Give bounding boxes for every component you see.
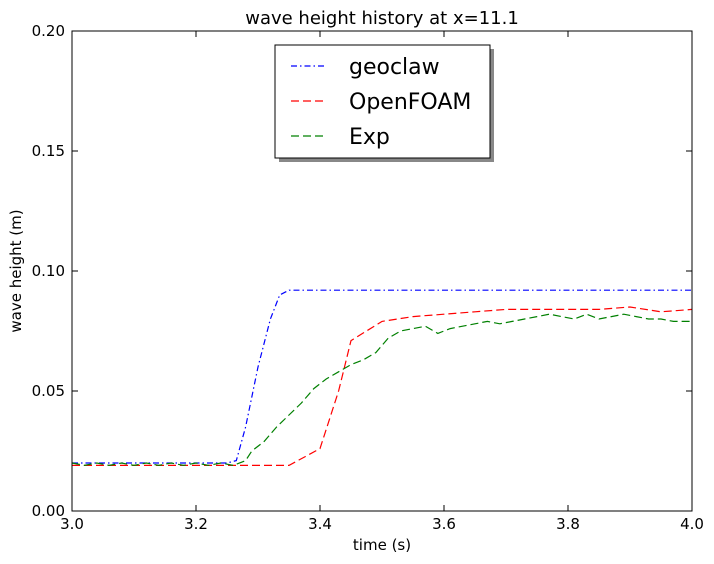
series-line-exp <box>72 313 692 467</box>
legend-label: Exp <box>349 125 390 150</box>
legend-label: geoclaw <box>349 55 440 80</box>
x-tick-label: 3.2 <box>184 515 208 533</box>
series-line-geoclaw <box>72 289 692 464</box>
x-tick-label: 3.8 <box>556 515 580 533</box>
y-tick-label: 0.00 <box>32 502 65 520</box>
x-axis: 3.0 3.2 3.4 3.6 3.8 4.0 <box>60 31 704 533</box>
y-tick-label: 0.10 <box>32 262 65 280</box>
legend-label: OpenFOAM <box>349 90 471 115</box>
y-tick-label: 0.20 <box>32 22 65 40</box>
x-tick-label: 3.0 <box>60 515 84 533</box>
series-line-openfoam <box>72 306 692 466</box>
chart-title: wave height history at x=11.1 <box>245 8 519 29</box>
y-tick-label: 0.15 <box>32 142 65 160</box>
x-tick-label: 4.0 <box>680 515 704 533</box>
x-tick-label: 3.4 <box>308 515 332 533</box>
x-tick-label: 3.6 <box>432 515 456 533</box>
legend: geoclaw OpenFOAM Exp <box>274 44 494 162</box>
series-layer <box>72 289 692 467</box>
y-tick-label: 0.05 <box>32 382 65 400</box>
y-axis-label: wave height (m) <box>7 209 25 332</box>
y-axis: 0.00 0.05 0.10 0.15 0.20 <box>32 22 692 520</box>
x-axis-label: time (s) <box>353 536 411 554</box>
